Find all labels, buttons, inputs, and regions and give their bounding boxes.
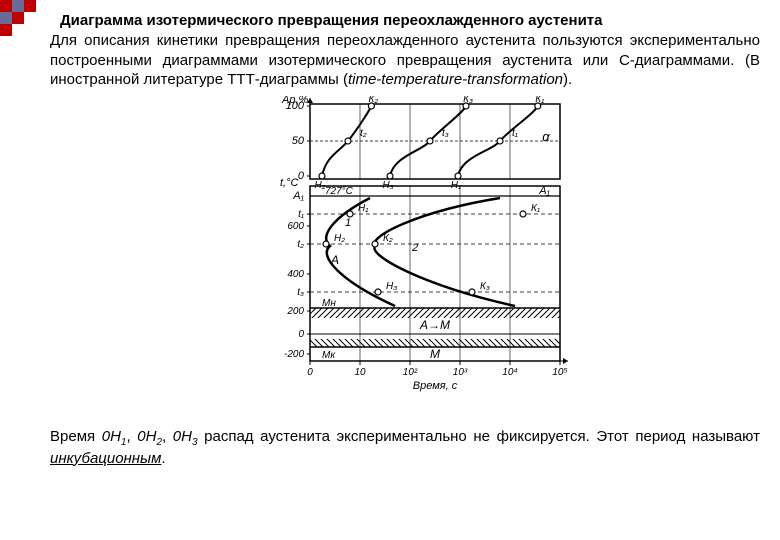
svg-text:10³: 10³ (453, 367, 468, 378)
footer-end: . (161, 450, 165, 467)
footer-mid: распад аустенита экспериментально не фик… (198, 428, 760, 445)
svg-text:А: А (330, 253, 339, 267)
c1: , (126, 428, 137, 445)
svg-text:t,°С: t,°С (280, 177, 299, 189)
svg-text:А₁: А₁ (538, 185, 550, 197)
svg-text:α: α (542, 129, 550, 144)
svg-text:-200: -200 (284, 349, 304, 360)
svg-text:2: 2 (411, 242, 418, 254)
svg-text:1: 1 (345, 217, 351, 229)
svg-text:10⁴: 10⁴ (502, 367, 517, 378)
svg-text:t₂: t₂ (360, 128, 367, 139)
svg-text:t₁: t₁ (298, 209, 304, 220)
svg-text:10²: 10² (403, 367, 418, 378)
svg-text:А₁: А₁ (292, 190, 304, 202)
svg-text:10: 10 (354, 367, 366, 378)
intro-end: ). (563, 71, 572, 88)
intro-paragraph: Для описания кинетики превращения переох… (50, 31, 760, 90)
c2: , (162, 428, 173, 445)
page-title: Диаграмма изотермического превращения пе… (60, 12, 760, 29)
svg-text:10⁵: 10⁵ (552, 367, 567, 378)
svg-text:К₂: К₂ (369, 96, 379, 105)
ttt-diagram: Ар,%100500Н₂К₂t₂Н₃К₃t₃Н₁К₁t₁αt,°СА₁727°С… (240, 96, 570, 416)
svg-text:К₂: К₂ (383, 233, 393, 244)
diagram-container: Ар,%100500Н₂К₂t₂Н₃К₃t₃Н₁К₁t₁αt,°СА₁727°С… (50, 96, 760, 421)
svg-text:600: 600 (287, 221, 304, 232)
svg-text:50: 50 (292, 135, 305, 147)
svg-text:М: М (430, 347, 440, 361)
h1: 0Н1 (102, 428, 127, 445)
svg-text:0: 0 (298, 170, 305, 182)
svg-text:К₃: К₃ (480, 281, 490, 292)
svg-text:200: 200 (286, 306, 304, 317)
footer-underline: инкубационным (50, 450, 161, 467)
svg-text:Мн: Мн (322, 298, 336, 309)
svg-text:t₁: t₁ (512, 128, 518, 139)
svg-text:К₃: К₃ (463, 96, 473, 105)
h2: 0Н2 (137, 428, 162, 445)
svg-text:Время, с: Время, с (413, 380, 458, 392)
svg-text:0: 0 (298, 329, 304, 340)
h3: 0Н3 (173, 428, 198, 445)
svg-text:Мк: Мк (322, 350, 336, 361)
footer-paragraph: Время 0Н1, 0Н2, 0Н3 распад аустенита экс… (50, 427, 760, 469)
footer-pre: Время (50, 428, 102, 445)
svg-text:100: 100 (286, 100, 305, 112)
svg-text:Н₃: Н₃ (386, 281, 397, 292)
svg-text:А→М: А→М (419, 318, 450, 332)
svg-text:К₁: К₁ (535, 96, 544, 105)
intro-italic: time-temperature-transformation (348, 71, 563, 88)
svg-text:t₂: t₂ (297, 239, 304, 250)
corner-decoration (0, 0, 40, 40)
svg-text:400: 400 (287, 269, 304, 280)
svg-text:727°С: 727°С (325, 186, 354, 197)
svg-text:t₃: t₃ (442, 128, 449, 139)
svg-text:К₁: К₁ (531, 203, 540, 214)
svg-text:Н₂: Н₂ (334, 233, 345, 244)
svg-text:0: 0 (307, 367, 313, 378)
svg-text:Н₁: Н₁ (358, 203, 368, 214)
svg-text:t₃: t₃ (297, 287, 304, 298)
